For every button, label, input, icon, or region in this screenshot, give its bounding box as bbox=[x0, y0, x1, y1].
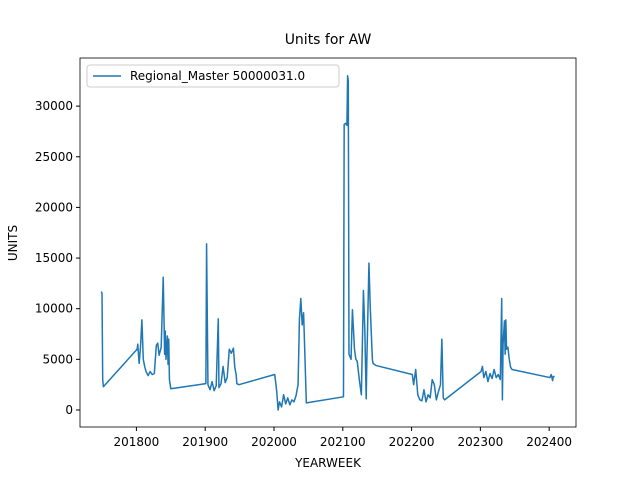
y-tick-label: 10000 bbox=[35, 302, 73, 316]
y-tick-label: 15000 bbox=[35, 251, 73, 265]
y-tick-label: 30000 bbox=[35, 99, 73, 113]
y-tick-label: 5000 bbox=[42, 352, 73, 366]
legend-label: Regional_Master 50000031.0 bbox=[130, 69, 305, 83]
x-axis-label: YEARWEEK bbox=[294, 456, 362, 470]
x-tick-label: 202400 bbox=[526, 435, 572, 449]
y-axis-label: UNITS bbox=[6, 225, 20, 261]
y-tick-label: 20000 bbox=[35, 200, 73, 214]
series-line bbox=[100, 74, 555, 411]
x-tick-label: 202100 bbox=[320, 435, 366, 449]
plot-frame bbox=[79, 57, 577, 428]
legend-box bbox=[86, 64, 340, 88]
y-tick-label: 0 bbox=[65, 403, 73, 417]
x-tick-label: 202200 bbox=[389, 435, 435, 449]
chart-title: Units for AW bbox=[285, 32, 372, 48]
x-tick-label: 201800 bbox=[114, 435, 160, 449]
x-tick-label: 202300 bbox=[457, 435, 503, 449]
x-tick-label: 201900 bbox=[182, 435, 228, 449]
x-tick-label: 202000 bbox=[251, 435, 297, 449]
y-tick-label: 25000 bbox=[35, 150, 73, 164]
